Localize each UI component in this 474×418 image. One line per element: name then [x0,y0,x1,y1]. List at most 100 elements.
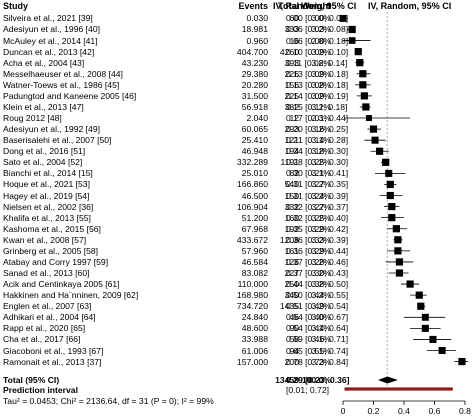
study-name: Adesiyun et al., 1996 [40] [3,24,100,35]
events-value: 20.280 [241,79,268,90]
study-marker [376,147,384,155]
ci-value: 0.14 [0.09; 0.19] [286,90,349,101]
x-tick-label: 0.4 [398,406,410,416]
ci-value: 0.31 [0.24; 0.39] [286,190,349,201]
study-name: Silveira et al., 2021 [39] [3,13,93,24]
total-value: 200 [284,356,299,367]
x-tick-label: 0 [341,406,346,416]
header-plot: IV, Random, 95% CI [368,1,452,11]
events-value: 61.006 [241,345,268,356]
study-name: Sanad et al., 2013 [60] [3,268,90,278]
events-value: 404.700 [236,46,268,57]
events-value: 67.968 [241,223,268,234]
weight-value: 3.2% [311,279,331,290]
study-marker [382,158,390,166]
total-value: 160 [284,212,299,223]
study-marker [385,169,393,177]
weight-value: 3.2% [311,356,331,367]
events-value: 106.904 [236,201,268,212]
ci-value: 0.24 [0.18; 0.30] [286,146,349,157]
ci-value: 0.06 [0.00; 0.18] [286,35,349,46]
events-value: 25.010 [241,168,268,179]
ci-value: 0.54 [0.44; 0.64] [286,323,349,334]
study-marker [395,269,404,277]
study-marker [365,115,372,122]
study-marker [421,324,429,332]
weight-value: 2.8% [311,35,331,46]
total-value: 293 [284,124,299,135]
weight-value: 3.2% [311,57,331,68]
study-name: Klein et al., 2013 [47] [3,101,84,112]
total-value: 94 [289,345,299,356]
total-value: 126 [284,256,299,267]
study-name: Dong et al., 2016 [51] [3,146,86,157]
events-value: 51.200 [241,212,268,223]
ci-value: 0.32 [0.27; 0.37] [286,201,349,212]
total-value: 250 [284,279,299,290]
study-marker [359,70,367,78]
total-value: 382 [284,101,299,112]
events-value: 433.672 [236,234,268,245]
study-name: Baserisalehi et al., 2007 [50] [3,135,112,146]
ci-value: 0.21 [0.14; 0.28] [286,135,349,146]
x-tick-label: 0.8 [459,406,471,416]
weight-value: 3.2% [311,157,331,168]
study-name: Acik and Centinkaya 2005 [61] [3,279,120,290]
total-value: 12 [289,113,299,124]
prediction-ci: [0.01; 0.72] [286,385,330,395]
total-value: 340 [284,290,299,301]
weight-value: 3.2% [311,256,331,267]
total-value: 225 [284,90,299,101]
weight-value: 3.0% [311,312,331,323]
study-marker [429,335,437,343]
ci-value: 0.20 [0.16; 0.25] [286,124,349,135]
study-name: Cha et al., 2017 [66] [3,334,81,345]
x-tick-label: 0.2 [368,406,380,416]
events-value: 0.960 [246,35,268,46]
weight-value: 3.2% [311,245,331,256]
study-marker [360,92,368,100]
header-ci: IV, Random, 95% CI [273,1,357,11]
total-value: 60 [289,13,299,24]
ci-value: 0.30 [0.21; 0.41] [286,168,349,179]
events-value: 332.289 [236,157,268,168]
total-value: 227 [284,268,299,278]
prediction-interval-bar [344,387,453,391]
study-marker [369,125,378,133]
events-value: 60.065 [241,124,268,135]
weight-value: 3.2% [311,90,331,101]
weight-value: 3.2% [311,190,331,201]
study-marker [388,214,396,222]
weight-value: 3.1% [311,168,331,179]
study-name: Sato et al., 2004 [52] [3,157,83,168]
events-value: 110.000 [237,279,268,290]
study-marker [348,37,356,44]
study-marker [388,202,396,211]
study-name: Rapp et al., 2020 [65] [3,323,86,334]
summary-label: Total (95% CI) [3,375,60,385]
ci-value: 0.44 [0.38; 0.50] [286,279,349,290]
study-name: Giacoboni et al., 1993 [67] [3,345,104,356]
events-value: 25.410 [241,135,268,146]
events-value: 29.380 [241,68,268,79]
events-value: 46.948 [241,146,268,157]
study-marker [392,225,400,233]
events-value: 33.988 [241,334,268,345]
total-value: 121 [284,135,299,146]
study-marker [359,81,367,89]
study-marker [415,291,423,299]
heterogeneity-text: Tau² = 0.0453; Chi² = 2136.64, df = 31 (… [3,396,214,406]
total-value: 58 [289,334,299,345]
study-name: Watner-Toews et al., 1986 [45] [3,79,120,90]
weight-value: 3.2% [311,24,331,35]
weight-value: 3.2% [311,146,331,157]
weight-value: 3.2% [311,234,331,245]
ci-value: 0.36 [0.33; 0.39] [286,234,349,245]
weight-value: 3.2% [311,124,331,135]
study-marker [339,14,347,22]
total-value: 332 [284,201,299,212]
ci-value: 0.28 [0.25; 0.30] [286,157,349,168]
weight-value: 3.2% [311,46,331,57]
study-name: Hagey et al., 2019 [54] [3,190,90,201]
